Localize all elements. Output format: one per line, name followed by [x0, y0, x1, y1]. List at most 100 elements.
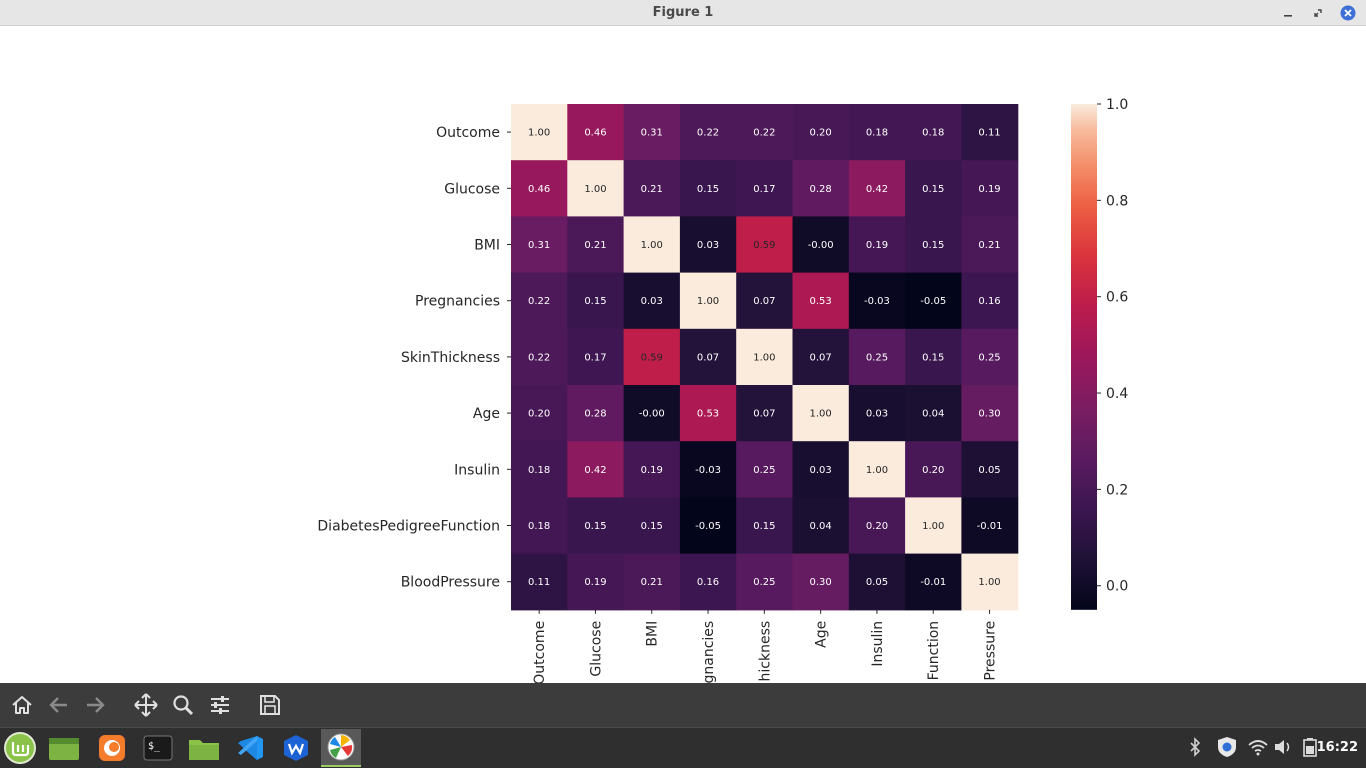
- heatmap-cell: [848, 160, 906, 217]
- wifi-icon[interactable]: [1247, 736, 1269, 758]
- pan-button[interactable]: [130, 689, 162, 721]
- volume-icon[interactable]: [1272, 736, 1294, 758]
- row-tick-label: BloodPressure: [401, 575, 500, 591]
- heatmap-cell: [679, 385, 737, 442]
- heatmap-cell: [511, 272, 568, 330]
- row-tick-label: Insulin: [454, 462, 500, 478]
- heatmap-cell: [567, 385, 625, 442]
- heatmap-cell: [511, 441, 568, 498]
- heatmap-cell: [679, 216, 737, 274]
- save-button[interactable]: [254, 689, 286, 721]
- cell-value-label: 0.17: [753, 184, 775, 195]
- heatmap-cell: [567, 216, 625, 274]
- restore-icon: [1314, 9, 1322, 17]
- cell-value-label: 0.15: [697, 184, 719, 195]
- magnifier-icon: [173, 695, 194, 716]
- cell-value-label: 0.07: [753, 409, 775, 420]
- taskbar-show-desktop[interactable]: [44, 729, 84, 767]
- cell-value-label: 0.53: [697, 409, 719, 420]
- heatmap-cell: [679, 160, 737, 217]
- heatmap-cell: [792, 385, 850, 442]
- heatmap-cell: [961, 328, 1019, 386]
- zoom-button[interactable]: [167, 689, 199, 721]
- cell-value-label: 0.28: [584, 409, 606, 420]
- row-tick-label: Outcome: [436, 125, 500, 141]
- mint-menu-button[interactable]: [0, 729, 40, 767]
- cell-value-label: 0.07: [697, 352, 719, 363]
- battery-icon[interactable]: [1299, 736, 1321, 758]
- cell-value-label: 1.00: [697, 296, 719, 307]
- heatmap-cell: [567, 272, 625, 330]
- clock[interactable]: 16:22: [1316, 740, 1358, 755]
- heatmap-cell: [511, 216, 568, 274]
- cell-value-label: 0.18: [528, 465, 550, 476]
- cell-value-label: 0.15: [922, 184, 944, 195]
- taskbar-wps-office[interactable]: [276, 729, 316, 767]
- taskbar-firefox[interactable]: [92, 729, 132, 767]
- column-tick-label: Outcome: [532, 621, 548, 683]
- heatmap-cell: [679, 553, 737, 611]
- home-icon: [12, 696, 32, 714]
- heatmap-cell: [736, 441, 794, 498]
- window-titlebar: Figure 1: [0, 0, 1366, 26]
- cell-value-label: 0.19: [641, 465, 663, 476]
- heatmap-cell: [961, 272, 1019, 330]
- cell-value-label: 0.25: [753, 465, 775, 476]
- heatmap-cell: [905, 104, 962, 161]
- forward-button[interactable]: [79, 689, 111, 721]
- heatmap-cell: [567, 553, 625, 611]
- arrow-right-icon: [87, 697, 105, 713]
- back-button[interactable]: [43, 689, 75, 721]
- heatmap-cell: [736, 497, 794, 555]
- update-shield-icon[interactable]: [1216, 736, 1238, 758]
- cell-value-label: -0.01: [977, 521, 1003, 532]
- heatmap-cell: [736, 160, 794, 217]
- heatmap-cell: [961, 160, 1019, 217]
- cell-value-label: 0.03: [866, 409, 888, 420]
- correlation-heatmap: 1.00 0.46 0.31 0.22 0.22 0.20 0.18 0.18 0.11 0.46…: [317, 97, 1128, 683]
- arrow-left-icon: [49, 697, 67, 713]
- cell-value-label: 0.15: [584, 296, 606, 307]
- column-tick-label: gnancies: [701, 621, 717, 683]
- floppy-icon: [260, 695, 280, 715]
- heatmap-cell: [736, 385, 794, 442]
- cell-value-label: 0.18: [528, 521, 550, 532]
- home-button[interactable]: [6, 689, 38, 721]
- maximize-button[interactable]: [1309, 4, 1327, 22]
- column-tick-label: Glucose: [588, 621, 604, 677]
- vscode-icon: [238, 736, 263, 760]
- taskbar-file-manager[interactable]: [184, 729, 224, 767]
- taskbar-terminal[interactable]: $_: [138, 729, 178, 767]
- colorbar-tick-label: 0.2: [1106, 482, 1128, 498]
- bluetooth-icon[interactable]: [1184, 736, 1206, 758]
- taskbar-vscode[interactable]: [230, 729, 270, 767]
- taskbar-matplotlib-figure[interactable]: [321, 729, 361, 767]
- figure-canvas[interactable]: 1.00 0.46 0.31 0.22 0.22 0.20 0.18 0.18 0.11 0.46…: [0, 26, 1366, 683]
- heatmap-cell: [961, 104, 1019, 161]
- close-button[interactable]: [1339, 4, 1357, 22]
- svg-text:$_: $_: [148, 741, 161, 752]
- heatmap-cell: [511, 553, 568, 611]
- heatmap-cell: [848, 216, 906, 274]
- cell-value-label: 0.18: [866, 128, 888, 139]
- minimize-button[interactable]: [1279, 4, 1297, 22]
- cell-value-label: 0.15: [922, 352, 944, 363]
- heatmap-cell: [623, 328, 681, 386]
- heatmap-cell: [905, 160, 962, 217]
- heatmap-cell: [905, 497, 962, 555]
- cell-value-label: -0.05: [695, 521, 721, 532]
- heatmap-cell: [567, 104, 625, 161]
- colorbar: [1071, 104, 1097, 610]
- cell-value-label: 0.17: [584, 352, 606, 363]
- heatmap-cell: [567, 160, 625, 217]
- cell-value-label: 0.04: [810, 521, 832, 532]
- row-tick-label: Age: [473, 406, 500, 422]
- heatmap-cell: [623, 272, 681, 330]
- heatmap-cell: [848, 104, 906, 161]
- wps-icon: [284, 735, 308, 761]
- cell-value-label: 0.22: [753, 128, 775, 139]
- cell-value-label: -0.03: [695, 465, 721, 476]
- cell-value-label: -0.01: [920, 577, 946, 588]
- configure-subplots-button[interactable]: [204, 689, 236, 721]
- heatmap-cell: [792, 441, 850, 498]
